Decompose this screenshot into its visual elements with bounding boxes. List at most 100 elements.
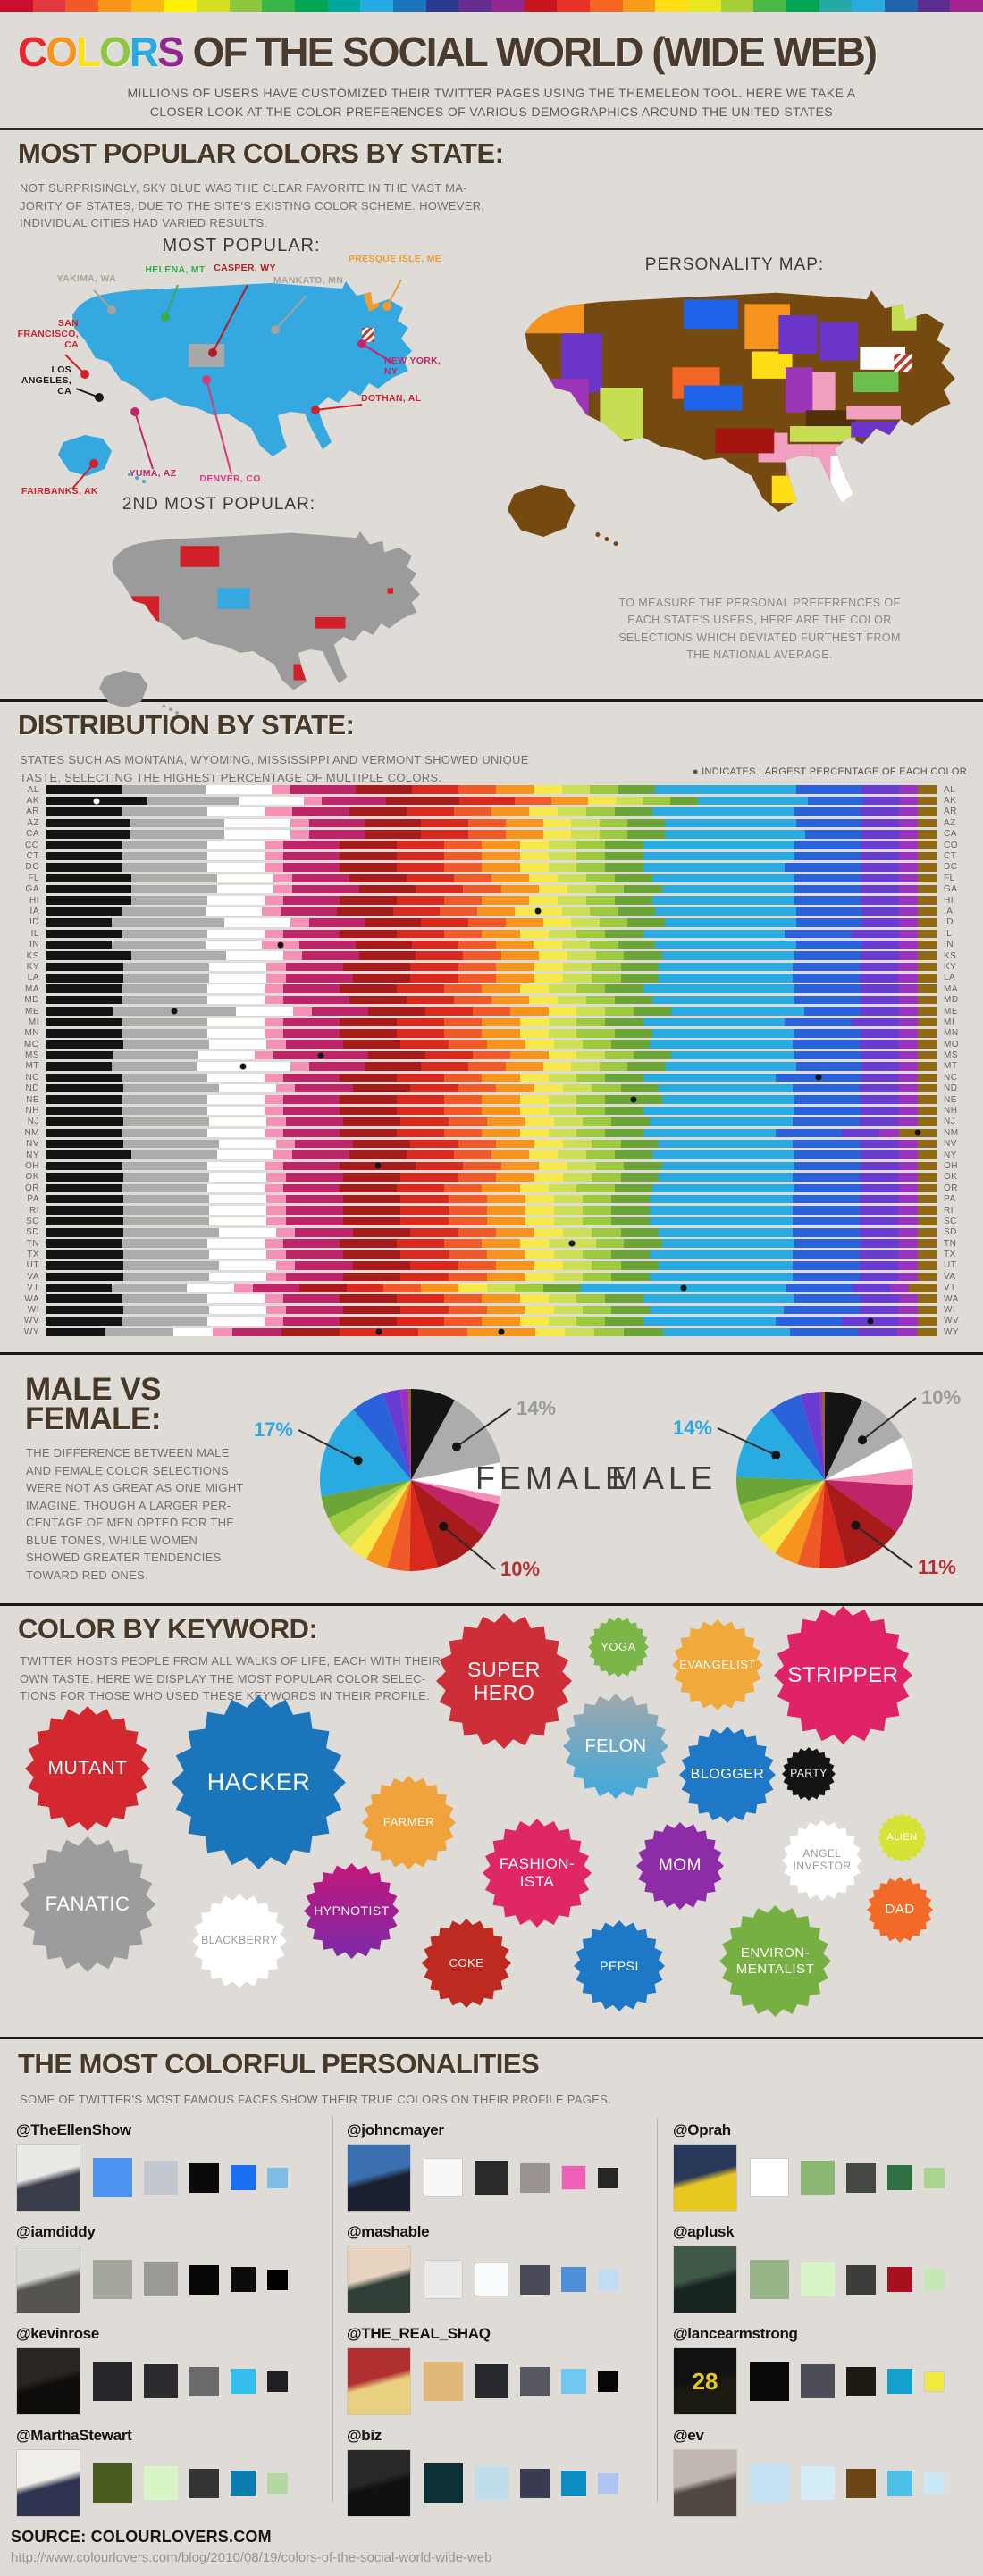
- bar-segment: [292, 884, 359, 894]
- bar-segment: [898, 995, 918, 1005]
- city-label: MANKATO, MN: [273, 275, 344, 286]
- bar-segment: [785, 863, 861, 872]
- bar-segment: [548, 1073, 577, 1083]
- bar-segment: [898, 984, 918, 993]
- bar-segment: [421, 1284, 459, 1292]
- color-swatch: [475, 2466, 508, 2500]
- state-row: WV WV: [0, 1316, 983, 1326]
- bar-segment: [400, 1194, 449, 1204]
- bar-segment: [794, 874, 861, 883]
- bar-segment: [466, 1327, 536, 1337]
- bar-segment: [207, 1029, 265, 1038]
- bar-segment: [340, 1239, 398, 1248]
- state-row: CT CT: [0, 850, 983, 861]
- bar-segment: [448, 1117, 487, 1126]
- bar-segment: [917, 1040, 937, 1049]
- twitter-handle: @mashable: [347, 2223, 430, 2240]
- bar-segment: [898, 951, 918, 960]
- bar-segment: [794, 884, 861, 894]
- hawaii-dot: [135, 476, 139, 480]
- city-label: DENVER, CO: [199, 473, 261, 484]
- state-code-left: KY: [26, 961, 39, 972]
- title-letter: L: [76, 29, 101, 75]
- bar-segment: [899, 1062, 919, 1071]
- bar-segment: [122, 995, 208, 1005]
- bar-segment: [898, 1050, 918, 1060]
- state-code-right: IN: [944, 940, 954, 950]
- color-swatch: [93, 2158, 132, 2197]
- bar-segment: [209, 1194, 267, 1204]
- state-bar: [46, 851, 937, 861]
- bar-segment: [444, 1239, 483, 1248]
- bar-segment: [510, 1007, 549, 1016]
- bar-segment: [670, 796, 699, 806]
- state-bar: [46, 1261, 937, 1270]
- bar-segment: [548, 1294, 577, 1303]
- bar-segment: [917, 1206, 937, 1215]
- color-swatch: [93, 2260, 132, 2299]
- bar-segment: [349, 1150, 407, 1159]
- state-code-right: AR: [944, 807, 957, 817]
- bar-segment: [643, 1294, 795, 1303]
- bar-segment: [397, 1017, 445, 1027]
- bar-segment: [131, 874, 217, 883]
- bar-segment: [567, 951, 596, 960]
- bar-segment: [292, 1150, 350, 1159]
- bar-segment: [614, 896, 653, 905]
- bar-segment: [861, 1161, 899, 1171]
- state-bar: [46, 1228, 937, 1237]
- color-swatch: [846, 2468, 876, 2498]
- bar-segment: [207, 851, 265, 861]
- bar-segment: [340, 1327, 418, 1337]
- bar-segment: [492, 874, 530, 883]
- pie-slice: [349, 1480, 411, 1560]
- state-patch: [684, 299, 738, 330]
- bar-segment: [643, 796, 671, 806]
- bar-segment: [282, 851, 340, 861]
- city-dot: [107, 305, 116, 314]
- bar-segment: [226, 951, 283, 960]
- state-row: WY WY: [0, 1326, 983, 1337]
- color-swatch: [801, 2466, 835, 2500]
- bar-segment: [46, 907, 122, 916]
- bar-segment: [898, 1007, 918, 1016]
- bar-segment: [605, 1007, 634, 1016]
- color-swatch: [231, 2369, 256, 2394]
- section-desc: TWITTER HOSTS PEOPLE FROM ALL WALKS OF L…: [20, 1654, 441, 1702]
- bar-segment: [917, 1050, 937, 1060]
- bar-segment: [397, 1095, 445, 1104]
- bar-segment: [576, 1017, 606, 1027]
- callout-line: [298, 1429, 359, 1462]
- bar-segment: [209, 1040, 267, 1049]
- bar-segment: [861, 1183, 899, 1192]
- bar-segment: [421, 918, 468, 927]
- bar-segment: [558, 874, 586, 883]
- alaska: [99, 670, 148, 708]
- bar-segment: [661, 1095, 795, 1104]
- bar-segment: [605, 1050, 634, 1060]
- bar-segment: [482, 1128, 520, 1138]
- bar-segment: [282, 1128, 340, 1138]
- state-code-left: MT: [25, 1061, 39, 1072]
- bar-segment: [793, 1117, 861, 1126]
- bar-segment: [553, 1272, 583, 1282]
- state-code-right: MN: [944, 1028, 959, 1039]
- bar-segment: [917, 874, 937, 883]
- bar-segment: [397, 1073, 445, 1083]
- pie-percent-label: 11%: [918, 1556, 956, 1578]
- color-swatch: [887, 2267, 912, 2292]
- color-swatch: [475, 2262, 508, 2296]
- bar-segment: [525, 1040, 554, 1049]
- bar-segment: [505, 1062, 543, 1071]
- bar-segment: [918, 818, 937, 828]
- bar-segment: [614, 1150, 653, 1159]
- state-patch: [851, 421, 903, 438]
- state-bar: [46, 1194, 937, 1204]
- bar-segment: [918, 907, 937, 916]
- bar-segment: [209, 1173, 267, 1182]
- footer: SOURCE: COLOURLOVERS.COM http://www.colo…: [0, 2519, 983, 2565]
- state-code-right: CA: [944, 829, 957, 840]
- state-row: AL AL: [0, 784, 983, 795]
- bar-segment: [918, 940, 937, 949]
- bar-segment: [643, 929, 786, 939]
